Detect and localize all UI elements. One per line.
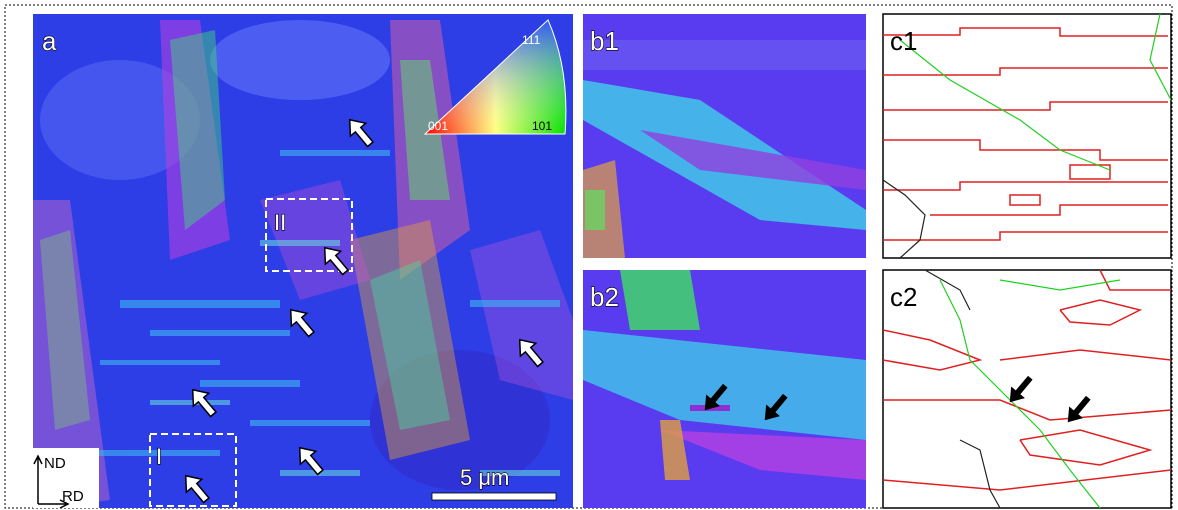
axis-label: ND: [44, 455, 66, 472]
ipf-label: 111: [522, 33, 541, 47]
figure: a 111 001 101 II I ND RD 5 μm b1: [0, 0, 1178, 510]
scale-bar-label: 5 μm: [460, 465, 509, 490]
panel-label: c2: [890, 282, 917, 312]
ipf-label: 101: [532, 119, 552, 133]
region-label: I: [156, 444, 162, 469]
panel-c2-map: [883, 270, 1171, 508]
panel-label: b1: [590, 26, 619, 56]
orientation-axes: ND RD: [33, 448, 99, 508]
panel-b1-map: [583, 14, 866, 258]
panel-label: a: [42, 26, 57, 56]
ipf-label: 001: [428, 119, 448, 133]
axis-label: RD: [62, 488, 84, 505]
scale-bar: [432, 493, 556, 500]
panel-label: c1: [890, 26, 917, 56]
panel-label: b2: [590, 282, 619, 312]
region-label: II: [274, 210, 286, 235]
panel-c1-map: [883, 14, 1171, 258]
